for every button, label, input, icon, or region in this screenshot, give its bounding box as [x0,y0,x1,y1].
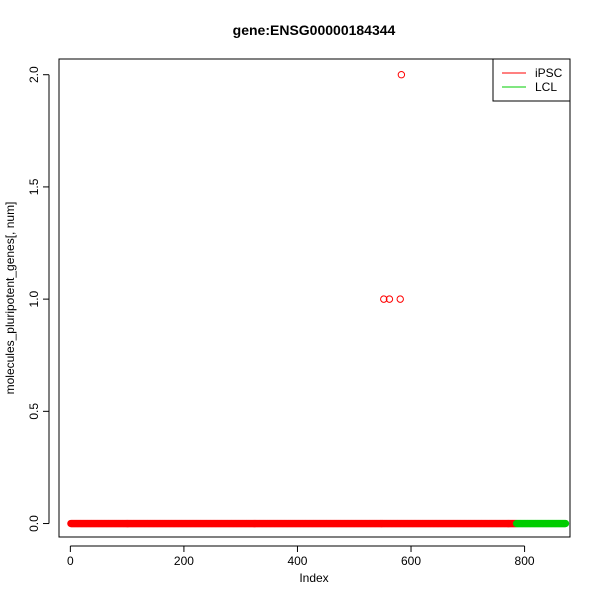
x-tick-label: 400 [287,554,307,568]
legend-label: iPSC [535,66,563,80]
x-axis: 0 200 400 600 800 [67,545,535,568]
data-point-outlier [380,295,388,303]
chart-title: gene:ENSG00000184344 [233,22,396,38]
series-iPSC [67,71,520,528]
plot-frame [58,58,571,538]
y-tick-label: 1.0 [27,290,41,307]
y-tick-label: 0.0 [27,515,41,532]
data-point-outlier [385,295,394,303]
y-axis-label: molecules_pluripotent_genes[, num] [3,202,17,395]
legend-box [492,58,571,102]
x-tick-label: 200 [174,554,194,568]
series-LCL [512,519,570,528]
x-axis-label: Index [299,571,328,585]
data-point [561,519,570,528]
points-layer [67,71,570,528]
y-tick-label: 1.5 [27,178,41,195]
x-tick-label: 800 [515,554,535,568]
x-tick-label: 600 [401,554,421,568]
x-tick-label: 0 [67,554,74,568]
data-point-outlier [396,295,404,303]
y-tick-label: 0.5 [27,403,41,420]
legend-label: LCL [535,80,557,94]
y-axis: 0.0 0.5 1.0 1.5 2.0 [27,66,50,532]
y-tick-label: 2.0 [27,66,41,83]
data-point-outlier [397,71,406,79]
